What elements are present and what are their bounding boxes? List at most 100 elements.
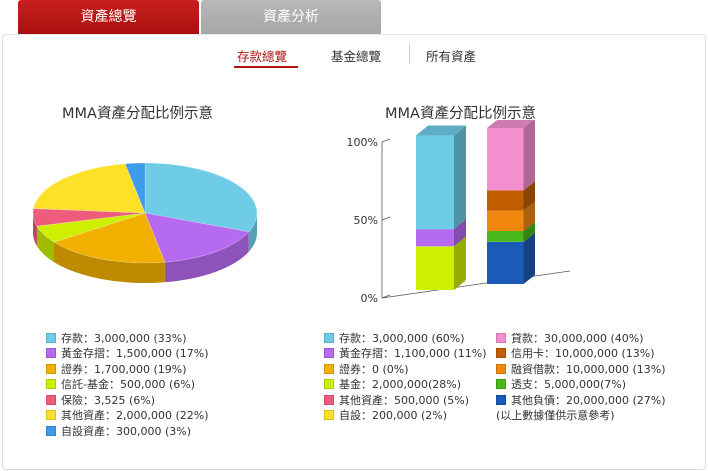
bar-segment-side	[523, 221, 535, 242]
pie-slice	[144, 212, 250, 263]
legend-swatch	[46, 410, 56, 421]
pie-slice	[32, 208, 146, 227]
bar-asset-legend-item: 證券：0 (0%)	[324, 361, 487, 377]
bar-segment	[487, 241, 524, 284]
legend-label: 自設：200,000 (2%)	[339, 409, 448, 423]
y-tick-mark	[381, 216, 391, 221]
subtab-deposit-overview[interactable]: 存款總覽	[237, 49, 288, 64]
bar-liability-legend-item: 信用卡：10,000,000 (13%)	[496, 346, 666, 362]
x-axis	[381, 270, 571, 299]
legend-swatch	[46, 363, 56, 374]
legend-swatch	[496, 348, 506, 359]
y-tick-label: 50%	[354, 214, 378, 227]
legend-label: 融資借款：10,000,000 (13%)	[511, 362, 666, 376]
bar-chart: 100% 50% 0%	[347, 120, 571, 305]
legend-swatch	[46, 348, 56, 359]
pie-legend-item: 證券：1,700,000 (19%)	[46, 361, 209, 377]
bar-segment-side	[523, 201, 535, 231]
pie-slice	[144, 162, 258, 233]
legend-swatch	[46, 425, 56, 436]
bar-chart-title: MMA資產分配比例示意	[385, 106, 536, 122]
legend-label: 存款：3,000,000 (60%)	[339, 331, 465, 345]
pie-slice	[33, 163, 146, 214]
content-panel	[2, 34, 706, 470]
pie-slice	[36, 212, 146, 243]
pie-chart-legend: 存款：3,000,000 (33%) 黃金存摺：1,500,000 (17%) 證券…	[46, 330, 209, 439]
pie-legend-item: 黃金存摺：1,500,000 (17%)	[46, 346, 209, 362]
pie-slice-side	[248, 213, 257, 252]
pie-slice-side	[36, 226, 55, 263]
sub-tabs: 存款總覽 基金總覽 所有資產	[0, 44, 708, 68]
bar-segment-side	[454, 219, 466, 247]
bar-liability-legend-item: 其他負債：20,000,000 (27%)	[496, 392, 666, 408]
bar-asset-legend-item: 黃金存摺：1,100,000 (11%)	[324, 346, 487, 362]
legend-label: 黃金存摺：1,100,000 (11%)	[339, 347, 487, 361]
legend-label: 透支：5,000,000(7%)	[511, 378, 627, 392]
legend-swatch	[46, 394, 56, 405]
bar-segment	[487, 190, 524, 211]
bar-liability-legend-item: 貸款：30,000,000 (40%)	[496, 330, 666, 346]
pie-slice-side	[33, 213, 37, 247]
pie-slice	[53, 212, 166, 264]
legend-swatch	[324, 379, 334, 390]
legend-label: 其他負債：20,000,000 (27%)	[511, 393, 666, 407]
bar-segment-side	[454, 236, 466, 290]
legend-swatch	[496, 363, 506, 374]
legend-label: 其他資產：2,000,000 (22%)	[61, 409, 209, 423]
pie-slice	[124, 162, 146, 214]
legend-label: 自設資產：300,000 (3%)	[61, 424, 192, 438]
y-tick-label: 0%	[361, 292, 378, 305]
tab-asset-analysis[interactable]: 資產分析	[201, 0, 381, 34]
bar-segment-side	[523, 232, 535, 284]
pie-legend-item: 保險：3,525 (6%)	[46, 392, 209, 408]
bar-liability-legend-item: 融資借款：10,000,000 (13%)	[496, 361, 666, 377]
legend-swatch	[496, 394, 506, 405]
legend-label: 基金：2,000,000(28%)	[339, 378, 462, 392]
legend-label: 信用卡：10,000,000 (13%)	[511, 347, 655, 361]
bar-asset-legend-item: 存款：3,000,000 (60%)	[324, 330, 487, 346]
bar-liability-legend-item: 透支：5,000,000(7%)	[496, 377, 666, 393]
subtab-divider	[409, 44, 410, 64]
bar-top-face	[487, 120, 534, 128]
legend-swatch	[496, 379, 506, 390]
legend-label: 其他資產：500,000 (5%)	[339, 393, 470, 407]
pie-legend-item: 自設資產：300,000 (3%)	[46, 423, 209, 439]
legend-label: 信託-基金：500,000 (6%)	[61, 378, 195, 392]
legend-swatch	[46, 379, 56, 390]
legend-label: 證券：0 (0%)	[339, 362, 409, 376]
legend-swatch	[324, 410, 334, 421]
bar-asset-legend-item: 其他資產：500,000 (5%)	[324, 392, 487, 408]
bar-segment-side	[523, 181, 535, 211]
legend-swatch	[324, 394, 334, 405]
bar-segment	[487, 128, 524, 191]
tab-asset-overview[interactable]: 資產總覽	[18, 0, 199, 34]
bar-chart-legend-assets: 存款：3,000,000 (60%) 黃金存摺：1,100,000 (11%) 證券…	[324, 330, 487, 423]
subtab-all-assets[interactable]: 所有資產	[426, 49, 477, 64]
bar-top-face	[416, 125, 466, 136]
legend-label: 保險：3,525 (6%)	[61, 393, 156, 407]
y-tick-label: 100%	[347, 136, 378, 149]
bar-asset-legend-item: 自設：200,000 (2%)	[324, 408, 487, 424]
pie-chart-title: MMA資產分配比例示意	[62, 106, 213, 122]
legend-swatch	[324, 363, 334, 374]
pie-slice-side	[164, 231, 249, 283]
y-tick-mark	[381, 138, 391, 143]
legend-swatch	[324, 332, 334, 343]
subtab-fund-overview[interactable]: 基金總覽	[331, 49, 382, 64]
subtab-selected-underline	[234, 66, 298, 68]
pie-slice-side	[54, 242, 165, 283]
bar-segment	[416, 135, 454, 230]
bar-segment	[487, 230, 524, 242]
legend-label: 證券：1,700,000 (19%)	[61, 362, 187, 376]
legend-label: 黃金存摺：1,500,000 (17%)	[61, 347, 209, 361]
legend-label: 存款：3,000,000 (33%)	[61, 331, 187, 345]
bar-segment	[416, 229, 454, 247]
pie-legend-item: 信託-基金：500,000 (6%)	[46, 377, 209, 393]
legend-swatch	[46, 332, 56, 343]
pie-legend-item: 其他資產：2,000,000 (22%)	[46, 408, 209, 424]
bar-segment	[487, 210, 524, 231]
legend-label: 貸款：30,000,000 (40%)	[511, 331, 644, 345]
legend-swatch	[324, 348, 334, 359]
bar-segment-side	[523, 120, 535, 191]
